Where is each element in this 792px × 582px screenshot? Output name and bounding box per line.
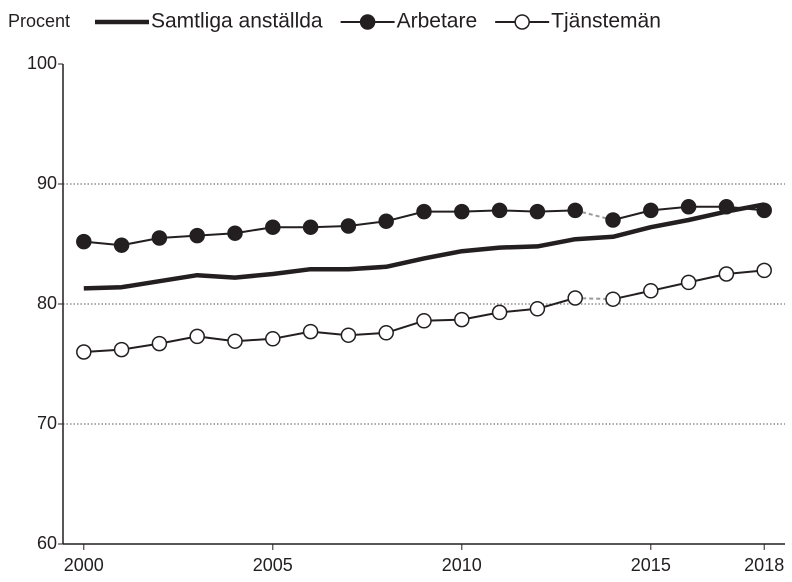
point — [302, 219, 319, 235]
point — [491, 304, 508, 321]
y-tick-label: 90 — [37, 173, 57, 193]
y-axis-label: Procent — [8, 11, 70, 31]
legend-label: Samtliga anställda — [151, 10, 323, 33]
legend-marker — [359, 14, 376, 30]
point — [718, 266, 735, 282]
point — [378, 213, 394, 229]
point — [378, 325, 394, 341]
point — [605, 291, 621, 307]
x-tick-label: 2005 — [253, 555, 293, 575]
point — [189, 328, 205, 345]
point — [567, 290, 583, 306]
point — [151, 335, 168, 352]
point — [529, 301, 546, 317]
point — [76, 233, 92, 250]
point — [302, 323, 319, 340]
point — [643, 202, 659, 219]
x-tick-label: 2018 — [744, 555, 784, 575]
x-tick-label: 2000 — [64, 555, 104, 575]
x-tick-label: 2015 — [631, 555, 671, 575]
point — [491, 202, 508, 219]
y-tick-label: 60 — [37, 533, 57, 553]
point — [718, 199, 735, 215]
point — [416, 203, 432, 220]
y-tick-label: 70 — [37, 413, 57, 433]
point — [416, 313, 432, 329]
point — [76, 344, 92, 360]
point — [454, 311, 470, 328]
legend-label: Arbetare — [397, 10, 478, 33]
point — [680, 274, 697, 291]
point — [227, 333, 243, 349]
series-line — [83, 202, 765, 291]
point — [113, 237, 130, 253]
point — [567, 202, 583, 219]
point — [643, 283, 659, 299]
point — [529, 203, 546, 220]
point — [340, 327, 357, 343]
point — [605, 212, 621, 228]
point — [151, 230, 168, 246]
legend-label: Tjänstemän — [551, 10, 661, 33]
point — [756, 202, 772, 219]
point — [265, 219, 281, 235]
point — [265, 331, 281, 347]
point — [113, 341, 130, 358]
point — [227, 225, 243, 241]
legend-marker — [514, 14, 530, 30]
point — [756, 262, 772, 279]
point — [680, 199, 697, 215]
y-tick-label: 100 — [27, 53, 57, 73]
y-tick-label: 80 — [37, 293, 57, 313]
point — [340, 218, 357, 234]
point — [189, 227, 205, 244]
point — [454, 203, 470, 220]
x-tick-label: 2010 — [442, 555, 482, 575]
